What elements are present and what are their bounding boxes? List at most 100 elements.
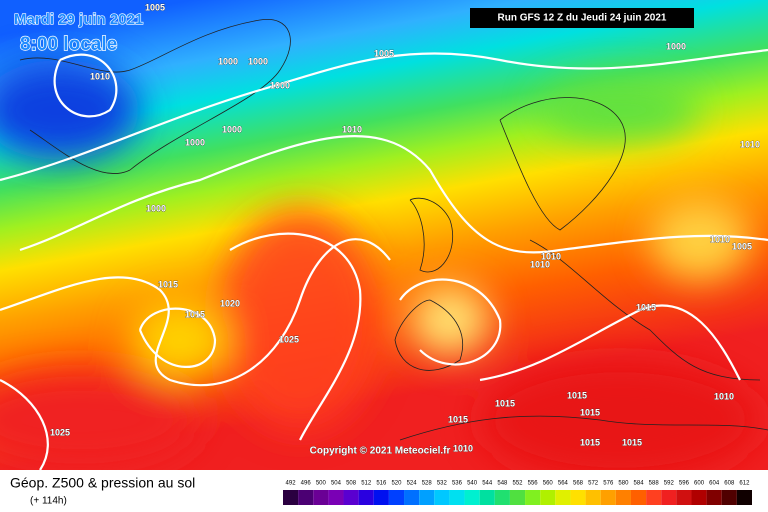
isobar-label: 1000 (218, 56, 238, 66)
legend-swatch (464, 490, 480, 505)
legend-label: 568 (573, 481, 584, 487)
legend-swatch (479, 490, 495, 505)
legend-label: 512 (361, 481, 372, 487)
legend-label: 552 (512, 481, 523, 487)
isobar-label: 1005 (732, 241, 752, 251)
legend-label: 500 (316, 481, 327, 487)
color-legend: 492 496 500 504 508 512 516 520 524 528 532 536 540 5… (283, 481, 752, 505)
isobar-label: 1005 (374, 48, 394, 58)
legend-swatch (661, 490, 677, 505)
legend-swatch (494, 490, 510, 505)
legend-label: 596 (679, 481, 690, 487)
isobar-label: 1010 (541, 251, 561, 261)
legend-label: 604 (709, 481, 720, 487)
legend-swatch (358, 490, 374, 505)
isobar-label: 1010 (530, 259, 550, 269)
isobar-label: 1010 (714, 391, 734, 401)
isobar-label: 1025 (50, 427, 70, 437)
legend-label: 572 (588, 481, 599, 487)
legend-label: 516 (376, 481, 387, 487)
isobar-label: 1010 (90, 71, 110, 81)
coastlines (19, 18, 768, 441)
isobar-label: 1015 (622, 437, 642, 447)
legend-label: 496 (301, 481, 312, 487)
legend-swatch (540, 490, 556, 505)
legend-swatch (676, 490, 692, 505)
legend-label: 612 (739, 481, 750, 487)
legend-swatch (419, 490, 435, 505)
legend-swatch (721, 490, 737, 505)
legend-swatch (706, 490, 722, 505)
isobar-label: 1010 (710, 234, 730, 244)
legend-label: 528 (422, 481, 433, 487)
legend-label: 564 (558, 481, 569, 487)
legend-swatch (570, 490, 586, 505)
legend-label: 520 (391, 481, 402, 487)
legend-swatch (646, 490, 662, 505)
legend-swatch (404, 490, 420, 505)
legend-swatch (585, 490, 601, 505)
legend-label: 524 (407, 481, 418, 487)
legend-swatch (691, 490, 707, 505)
legend-label: 548 (497, 481, 508, 487)
legend-label: 584 (634, 481, 645, 487)
legend-label: 556 (528, 481, 539, 487)
legend-swatch (343, 490, 359, 505)
isobar-label: 1015 (448, 414, 468, 424)
legend-swatch (313, 490, 329, 505)
isobar-label: 1015 (636, 302, 656, 312)
isobar-label: 1025 (279, 334, 299, 344)
legend-swatch (630, 490, 647, 505)
forecast-time: 8:00 locale (20, 34, 117, 55)
legend-label: 492 (286, 481, 297, 487)
isobar-label: 1000 (270, 80, 290, 90)
isobar-label: 1005 (145, 2, 165, 12)
isobar-label: 1015 (185, 309, 205, 319)
legend-swatch (600, 490, 616, 505)
run-info: Run GFS 12 Z du Jeudi 24 juin 2021 (498, 13, 667, 24)
isobar-label: 1010 (740, 139, 760, 149)
legend-label: 540 (467, 481, 478, 487)
legend-label: 560 (543, 481, 554, 487)
legend-label: 576 (603, 481, 614, 487)
isobar-label: 1000 (222, 124, 242, 134)
legend-label: 544 (482, 481, 493, 487)
isobar-label: 1000 (666, 41, 686, 51)
legend-label: 608 (724, 481, 735, 487)
isobar-label: 1000 (146, 203, 166, 213)
legend-swatch (388, 490, 405, 505)
footer-subtitle: (+ 114h) (30, 496, 67, 507)
isobar-label: 1015 (158, 279, 178, 289)
legend-swatch (373, 490, 389, 505)
field-blobs (0, 60, 760, 470)
isobar-label: 1015 (580, 437, 600, 447)
isobar-label: 1000 (185, 137, 205, 147)
legend-swatch (555, 490, 571, 505)
legend-swatch (615, 490, 631, 505)
legend-label: 508 (346, 481, 357, 487)
isobars (0, 48, 768, 470)
legend-label: 592 (664, 481, 675, 487)
legend-swatch (434, 490, 450, 505)
isobar-label: 1015 (580, 407, 600, 417)
legend-swatch (736, 490, 752, 505)
legend-swatch (525, 490, 541, 505)
legend-swatch (509, 490, 526, 505)
isobar-label: 1020 (220, 298, 240, 308)
legend-swatch (328, 490, 344, 505)
legend-swatch (449, 490, 465, 505)
legend-swatch (283, 490, 299, 505)
isobar-label: 1010 (342, 124, 362, 134)
legend-label: 600 (694, 481, 705, 487)
forecast-date: Mardi 29 juin 2021 (14, 11, 143, 28)
legend-swatch (298, 490, 314, 505)
isobar-label: 1000 (248, 56, 268, 66)
legend-label: 580 (618, 481, 629, 487)
legend-label: 536 (452, 481, 463, 487)
isobar-label: 1010 (453, 443, 473, 453)
copyright: Copyright © 2021 Meteociel.fr (310, 446, 451, 457)
isobar-label: 1015 (567, 390, 587, 400)
